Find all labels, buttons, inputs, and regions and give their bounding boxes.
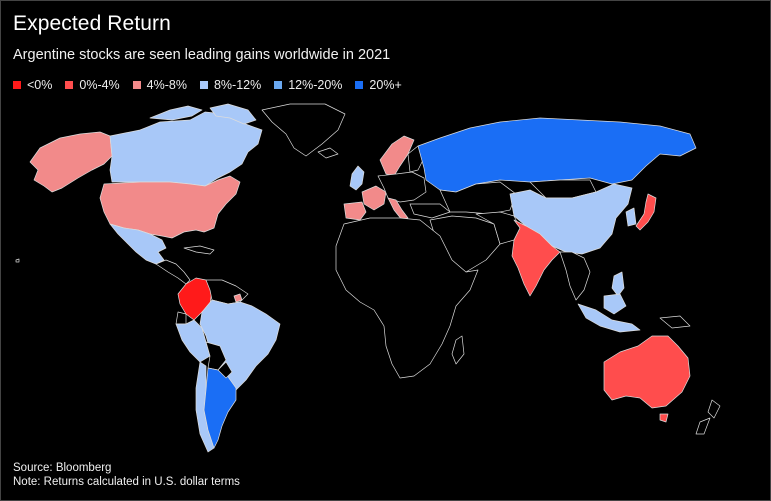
legend-item-4-8: 4%-8%	[132, 78, 187, 92]
region-canada-baffin	[209, 103, 257, 125]
region-indonesia	[577, 303, 641, 333]
region-alaska	[29, 131, 113, 193]
region-korea	[625, 207, 637, 227]
legend-item-0-4: 0%-4%	[65, 78, 120, 92]
region-borneo	[603, 293, 627, 315]
region-southeast-asia	[559, 251, 591, 301]
region-japan	[635, 193, 657, 231]
legend-label: 8%-12%	[213, 78, 262, 92]
legend-item-lt0: <0%	[13, 78, 52, 92]
legend-item-12-20: 12%-20%	[274, 78, 342, 92]
region-france	[361, 185, 387, 211]
region-greenland	[261, 103, 346, 157]
region-iceland	[317, 147, 339, 159]
legend: <0% 0%-4% 4%-8% 8%-12% 12%-20% 20%+	[13, 78, 415, 92]
legend-swatch	[65, 81, 74, 89]
legend-swatch	[355, 81, 364, 89]
region-new-zealand	[707, 399, 721, 419]
legend-label: 4%-8%	[146, 78, 187, 92]
legend-item-20plus: 20%+	[355, 78, 402, 92]
chart-title: Expected Return	[13, 12, 171, 35]
legend-swatch	[132, 81, 141, 89]
region-hawaii	[15, 258, 20, 263]
region-africa	[335, 217, 479, 379]
region-canada-islands	[149, 105, 203, 121]
region-madagascar	[451, 335, 465, 365]
region-india	[511, 219, 561, 297]
region-iberia	[343, 201, 367, 221]
legend-label: <0%	[27, 78, 53, 92]
region-australia	[603, 335, 691, 409]
region-central-europe	[377, 171, 427, 203]
region-philippines	[611, 271, 625, 297]
footnote: Note: Returns calculated in U.S. dollar …	[13, 476, 240, 488]
region-canada	[109, 111, 263, 187]
region-italy	[387, 197, 409, 221]
chart-subtitle: Argentine stocks are seen leading gains …	[13, 47, 391, 63]
region-uk	[349, 165, 365, 191]
legend-label: 20%+	[369, 78, 402, 92]
region-ecuador	[175, 311, 187, 325]
region-cuba	[183, 245, 215, 255]
region-mexico	[109, 223, 167, 265]
legend-swatch	[274, 81, 283, 89]
legend-swatch	[13, 81, 21, 89]
legend-label: 0%-4%	[79, 78, 120, 92]
region-png	[659, 315, 691, 329]
region-trinidad	[233, 293, 243, 303]
legend-label: 12%-20%	[288, 78, 343, 92]
region-paraguay	[217, 361, 233, 379]
region-new-zealand-south	[695, 417, 711, 435]
world-map	[15, 103, 721, 453]
region-turkey	[409, 203, 451, 219]
legend-swatch	[199, 81, 208, 89]
region-tasmania	[659, 413, 669, 423]
source-note: Source: Bloomberg	[13, 462, 112, 474]
chart-footer: Source: Bloomberg Note: Returns calculat…	[13, 461, 240, 489]
region-central-america	[155, 259, 191, 285]
legend-item-8-12: 8%-12%	[199, 78, 262, 92]
